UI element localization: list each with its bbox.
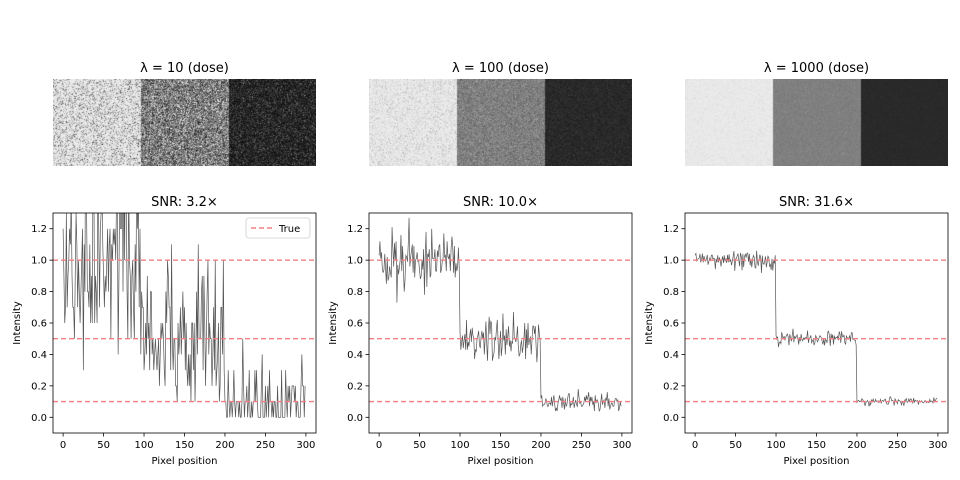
y-tick-label: 1.0 <box>663 256 679 267</box>
x-tick-label: 300 <box>928 440 947 451</box>
x-tick-label: 250 <box>256 440 275 451</box>
x-tick-label: 0 <box>692 440 698 451</box>
y-tick-label: 0.0 <box>31 413 47 424</box>
y-tick-label: 0.2 <box>347 381 363 392</box>
y-tick-label: 0.6 <box>31 319 47 330</box>
y-tick-label: 0.8 <box>663 287 679 298</box>
x-axis-label: Pixel position <box>152 456 218 467</box>
x-tick-label: 150 <box>175 440 194 451</box>
x-axis-label: Pixel position <box>784 456 850 467</box>
x-tick-label: 300 <box>612 440 631 451</box>
y-tick-label: 0.0 <box>663 413 679 424</box>
plot-area <box>369 217 632 413</box>
x-tick-label: 250 <box>888 440 907 451</box>
y-tick-label: 0.4 <box>31 350 47 361</box>
y-axis-label: Intensity <box>12 301 23 345</box>
y-tick-label: 0.8 <box>347 287 363 298</box>
noise-image <box>685 79 948 166</box>
noise-image-panel: λ = 10 (dose) <box>53 61 316 166</box>
x-tick-label: 100 <box>766 440 785 451</box>
y-tick-label: 1.2 <box>347 224 363 235</box>
x-tick-label: 100 <box>450 440 469 451</box>
legend-label: True <box>278 224 300 235</box>
y-tick-label: 1.0 <box>347 256 363 267</box>
y-tick-label: 0.6 <box>663 319 679 330</box>
image-title: λ = 1000 (dose) <box>764 61 869 76</box>
x-tick-label: 100 <box>134 440 153 451</box>
y-axis-label: Intensity <box>328 301 339 345</box>
noise-image <box>369 79 632 166</box>
x-axis-label: Pixel position <box>468 456 534 467</box>
y-tick-label: 1.2 <box>663 224 679 235</box>
y-tick-label: 0.8 <box>31 287 47 298</box>
y-tick-label: 1.2 <box>31 224 47 235</box>
x-tick-label: 0 <box>376 440 382 451</box>
x-tick-label: 150 <box>491 440 510 451</box>
x-tick-label: 300 <box>296 440 315 451</box>
y-tick-label: 0.6 <box>347 319 363 330</box>
intensity-plot-row: SNR: 3.2× 0 50 100 150 200 250 300 0.0 0.2 0.4 0.6 0… <box>12 195 949 467</box>
intensity-plot: SNR: 10.0× 0 50 100 150 200 250 300 0.0 0.2 0.4 0.6… <box>328 195 633 467</box>
y-tick-label: 1.0 <box>31 256 47 267</box>
noise-image <box>53 79 316 166</box>
y-axis-label: Intensity <box>644 301 655 345</box>
noise-image-panel: λ = 1000 (dose) <box>685 61 948 166</box>
image-title: λ = 10 (dose) <box>140 61 229 76</box>
plot-area <box>685 250 948 407</box>
noise-image-row: λ = 10 (dose) λ = 100 (dose) λ = 1000 (dos… <box>53 61 948 166</box>
signal-line <box>694 250 938 407</box>
x-tick-label: 0 <box>60 440 66 451</box>
plot-title: SNR: 10.0× <box>463 195 538 210</box>
signal-line <box>378 217 622 413</box>
signal-line <box>62 213 306 418</box>
image-title: λ = 100 (dose) <box>452 61 549 76</box>
legend-box <box>245 217 311 239</box>
plot-area <box>53 213 316 418</box>
x-tick-label: 50 <box>413 440 426 451</box>
x-tick-label: 50 <box>97 440 110 451</box>
x-tick-label: 250 <box>572 440 591 451</box>
x-tick-label: 200 <box>531 440 550 451</box>
x-tick-label: 150 <box>807 440 826 451</box>
noise-image-panel: λ = 100 (dose) <box>369 61 632 166</box>
x-tick-label: 200 <box>215 440 234 451</box>
y-tick-label: 0.4 <box>663 350 679 361</box>
y-tick-label: 0.0 <box>347 413 363 424</box>
plot-title: SNR: 31.6× <box>779 195 854 210</box>
plot-title: SNR: 3.2× <box>151 195 218 210</box>
y-tick-label: 0.2 <box>663 381 679 392</box>
y-tick-label: 0.4 <box>347 350 363 361</box>
legend: True <box>245 217 311 239</box>
x-tick-label: 200 <box>847 440 866 451</box>
x-tick-label: 50 <box>729 440 742 451</box>
intensity-plot: SNR: 3.2× 0 50 100 150 200 250 300 0.0 0.2 0.4 0.6 0… <box>12 195 317 467</box>
y-tick-label: 0.2 <box>31 381 47 392</box>
intensity-plot: SNR: 31.6× 0 50 100 150 200 250 300 0.0 0.2 0.4 0.6… <box>644 195 949 467</box>
